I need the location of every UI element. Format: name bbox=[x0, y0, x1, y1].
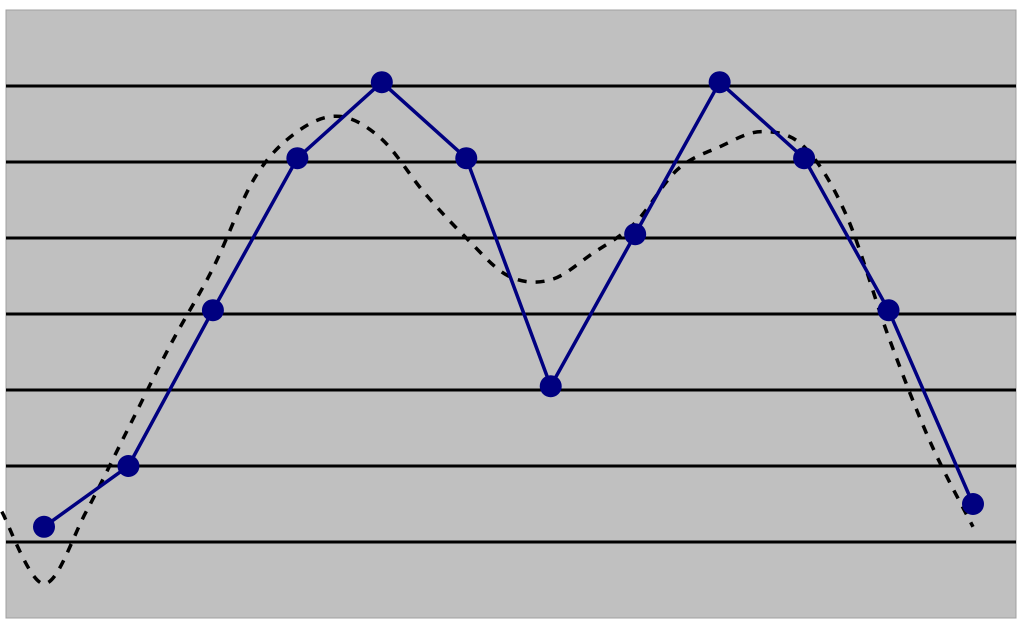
data-point-8 bbox=[624, 223, 647, 246]
data-point-5 bbox=[370, 71, 393, 94]
data-point-7 bbox=[539, 375, 562, 398]
series-line-layer bbox=[42, 80, 975, 529]
data-point-9 bbox=[708, 71, 731, 94]
series-line bbox=[42, 80, 975, 529]
dashed-trend-line bbox=[0, 114, 975, 586]
data-point-11 bbox=[877, 299, 900, 322]
data-point-10 bbox=[793, 147, 816, 170]
data-point-3 bbox=[201, 299, 224, 322]
marker-layer bbox=[33, 71, 984, 538]
data-point-12 bbox=[962, 493, 984, 515]
data-point-4 bbox=[286, 147, 309, 170]
data-point-1 bbox=[33, 515, 55, 538]
data-point-6 bbox=[455, 147, 478, 170]
data-point-2 bbox=[117, 455, 140, 477]
gridlines bbox=[6, 84, 1016, 544]
trend-line-layer bbox=[0, 114, 975, 586]
